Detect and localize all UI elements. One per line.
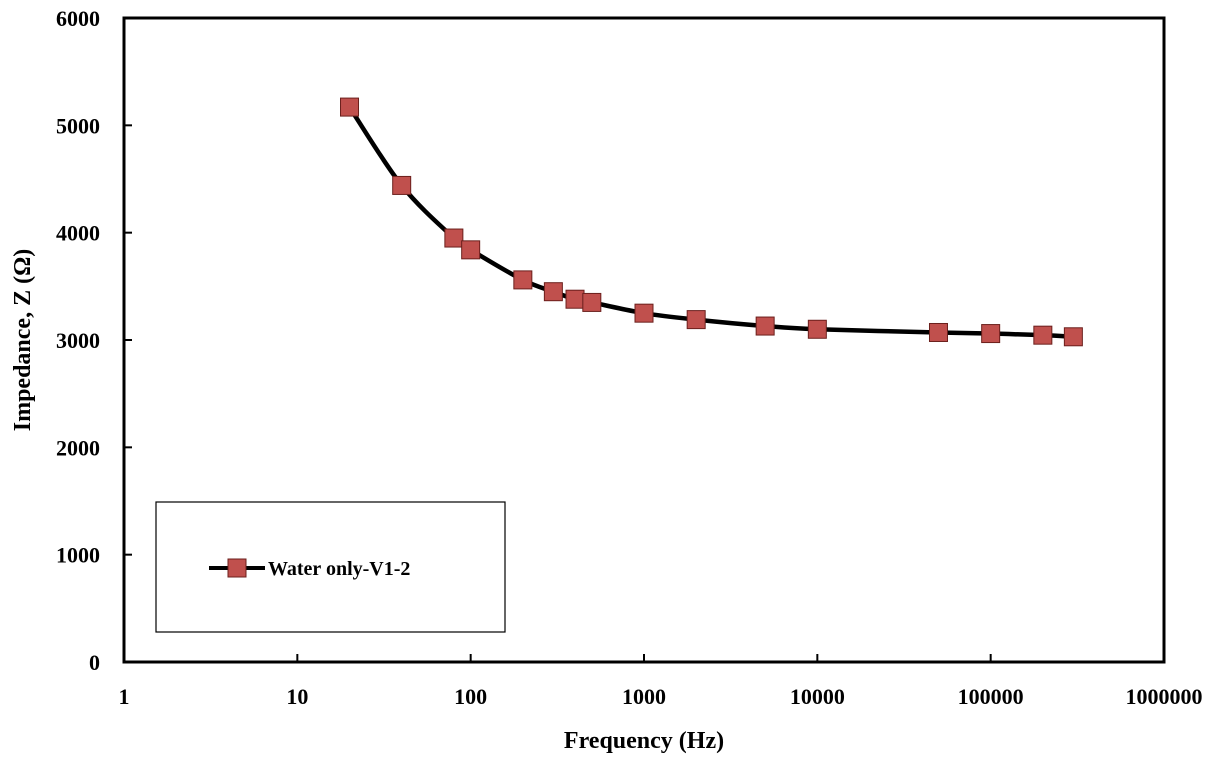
data-point: [392, 175, 412, 195]
data-point: [981, 324, 1001, 344]
data-point: [444, 228, 464, 248]
x-tick-label: 10: [286, 684, 308, 709]
y-tick-label: 6000: [56, 6, 100, 31]
data-point: [1033, 325, 1053, 345]
x-axis-title: Frequency (Hz): [564, 728, 724, 754]
x-axis: 1 10 100 1000 10000 100000 1000000: [119, 654, 1203, 709]
y-tick-label: 4000: [56, 221, 100, 246]
series-layer: [340, 97, 1083, 347]
data-point: [1063, 327, 1083, 347]
data-point: [686, 310, 706, 330]
data-point: [634, 303, 654, 323]
y-tick-label: 1000: [56, 543, 100, 568]
data-point: [543, 282, 563, 302]
y-tick-label: 5000: [56, 113, 100, 138]
x-tick-label: 1000000: [1126, 684, 1203, 709]
x-tick-label: 100: [454, 684, 487, 709]
y-axis-title: Impedance, Z (Ω): [10, 249, 36, 432]
x-tick-label: 10000: [790, 684, 845, 709]
data-point: [928, 322, 948, 342]
x-tick-label: 1: [119, 684, 130, 709]
x-tick-label: 100000: [958, 684, 1024, 709]
data-point: [807, 319, 827, 339]
legend-marker: [227, 558, 247, 578]
data-point: [461, 240, 481, 260]
data-point: [582, 292, 602, 312]
data-point: [340, 97, 360, 117]
y-tick-label: 2000: [56, 435, 100, 460]
legend: Water only-V1-2: [155, 501, 506, 633]
data-point: [513, 270, 533, 290]
y-tick-label: 0: [89, 650, 100, 675]
x-tick-label: 1000: [622, 684, 666, 709]
legend-label: Water only-V1-2: [268, 558, 410, 580]
data-point: [565, 289, 585, 309]
y-axis: 0 1000 2000 3000 4000 5000 6000: [56, 6, 132, 675]
y-tick-label: 3000: [56, 328, 100, 353]
data-point: [755, 316, 775, 336]
